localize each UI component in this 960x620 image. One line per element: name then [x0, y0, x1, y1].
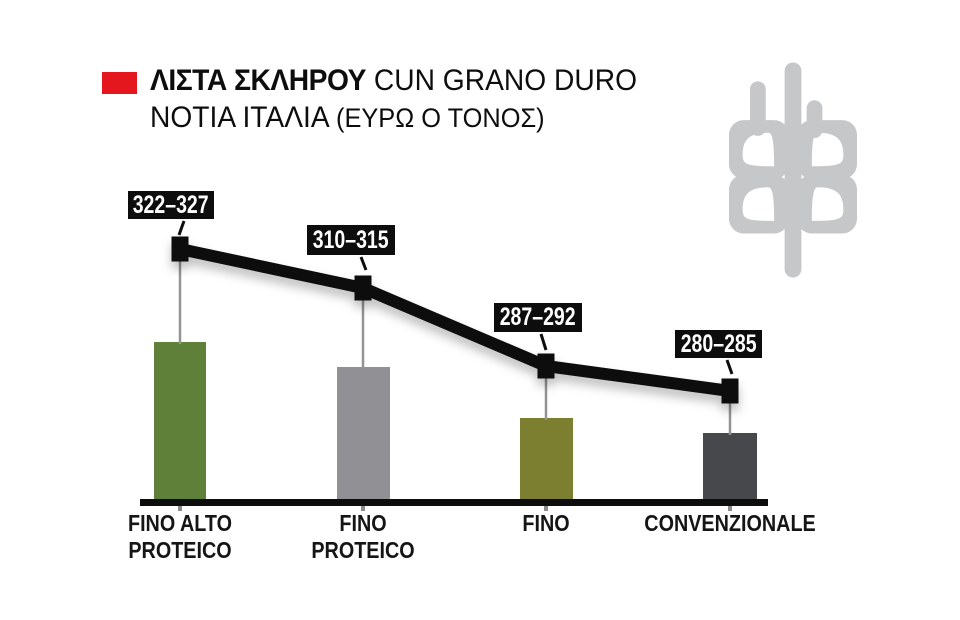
bars [154, 342, 757, 500]
title-block: ΛΙΣΤΑ ΣΚΛΗΡΟΥ CUN GRANO DURO ΝΟΤΙΑ ΙΤΑΛΙ… [150, 62, 637, 137]
marker-stems [178, 249, 732, 435]
value-text: 280–285 [680, 329, 757, 358]
bar-fino [520, 418, 573, 500]
label-connectors [177, 220, 734, 375]
axis-ticks [178, 506, 732, 511]
category-label-fino-proteico: FINO PROTEICO [299, 510, 428, 564]
trend-line [178, 243, 731, 397]
value-text: 287–292 [500, 303, 576, 331]
value-label-fino: 287–292 [494, 303, 582, 332]
bar-fino-proteico [337, 367, 390, 500]
category-line: FINO [339, 510, 387, 536]
category-label-fino-alto-proteico: FINO ALTO PROTEICO [116, 510, 245, 564]
category-line: FINO ALTO [127, 510, 233, 536]
subtitle-region: ΝΟΤΙΑ ΙΤΑΛΙΑ [150, 101, 329, 134]
bar-convenzionale [703, 433, 757, 500]
category-line: PROTEICO [311, 537, 415, 563]
value-label-fino-proteico: 310–315 [307, 225, 395, 255]
category-line: FINO [522, 510, 570, 536]
wheat-ear-icon [729, 62, 857, 278]
marker-square [354, 275, 372, 301]
category-label-convenzionale: CONVENZIONALE [644, 510, 816, 537]
bar-fino-alto-proteico [154, 342, 206, 500]
category-line: CONVENZIONALE [644, 510, 816, 536]
red-square-bullet [102, 72, 137, 94]
chart-title: ΛΙΣΤΑ ΣΚΛΗΡΟΥ CUN GRANO DURO [150, 62, 637, 99]
x-axis [140, 499, 768, 506]
chart-subtitle: ΝΟΤΙΑ ΙΤΑΛΙΑ (ΕΥΡΩ Ο ΤΟΝΟΣ) [150, 99, 637, 137]
value-label-fino-alto-proteico: 322–327 [128, 191, 214, 219]
category-label-fino: FINO [482, 510, 611, 537]
marker-square [537, 353, 555, 379]
subtitle-unit: (ΕΥΡΩ Ο ΤΟΝΟΣ) [336, 103, 545, 133]
category-line: PROTEICO [128, 537, 232, 563]
value-text: 322–327 [133, 190, 209, 219]
title-greek: ΛΙΣΤΑ ΣΚΛΗΡΟΥ [150, 64, 367, 97]
marker-square [171, 236, 189, 262]
trend-line-group [171, 236, 739, 404]
title-latin: CUN GRANO DURO [373, 64, 638, 97]
value-text: 310–315 [313, 225, 389, 254]
marker-square [721, 378, 739, 404]
value-label-convenzionale: 280–285 [675, 330, 762, 358]
